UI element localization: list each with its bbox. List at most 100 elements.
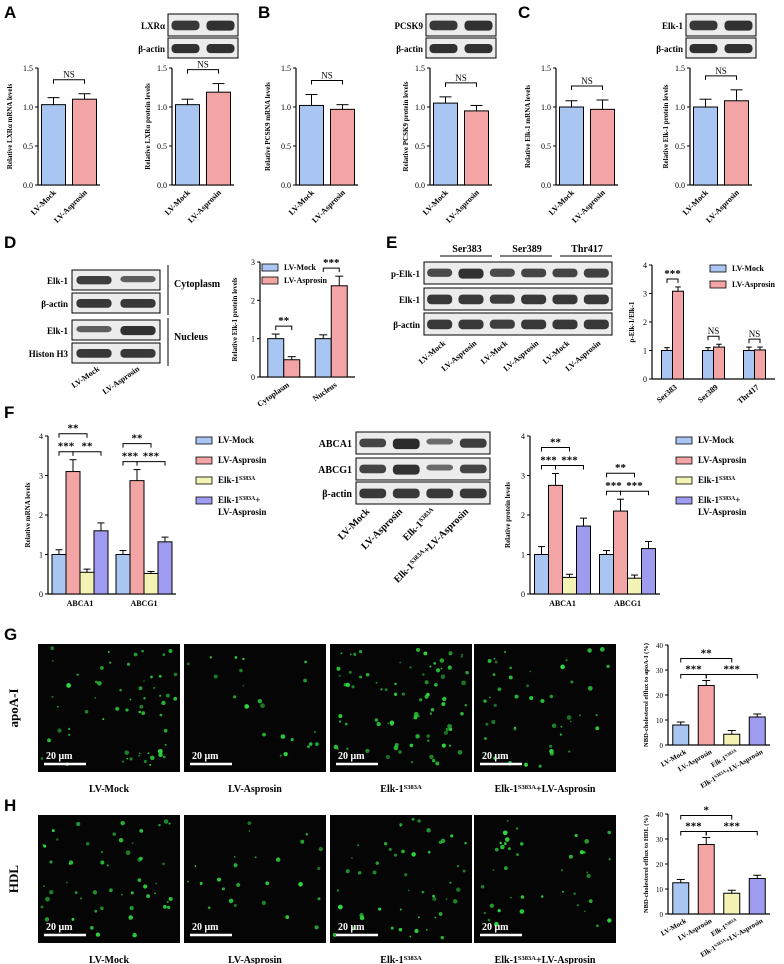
blot-band <box>429 20 458 31</box>
x-tick-label: LV-Mock <box>421 188 450 217</box>
fluorescent-spot <box>411 852 416 857</box>
bar <box>129 480 145 595</box>
fluorescent-spot <box>138 710 142 714</box>
fluorescent-spot <box>45 896 50 902</box>
fluorescent-spot <box>121 760 125 763</box>
fluorescent-spot <box>337 904 343 910</box>
y-axis-label: Relative Elk-1 protein levels <box>662 84 670 168</box>
fluorescent-spot <box>569 720 572 723</box>
fluorescent-spot <box>137 878 142 882</box>
blot-band <box>76 349 112 358</box>
fluorescent-spot <box>587 685 593 691</box>
fluorescent-spot <box>485 722 489 726</box>
fluorescent-spot <box>128 915 134 920</box>
blot-band <box>489 294 515 304</box>
legend-swatch <box>675 476 693 485</box>
fluorescent-spot <box>133 652 138 657</box>
fluorescent-spot <box>448 744 452 747</box>
fluorescent-spot <box>434 683 438 687</box>
fluorescent-spot <box>359 650 363 654</box>
y-tick-label: 1.5 <box>23 64 33 73</box>
fluorescent-spot <box>374 718 379 722</box>
blot-band <box>427 268 453 277</box>
fluorescent-spot <box>464 842 467 845</box>
blot-row <box>355 457 491 481</box>
legend-label: LV-Mock <box>732 264 765 273</box>
fluorescent-spot <box>173 696 178 701</box>
lane-label: LV-Mock <box>479 338 510 366</box>
blot-band <box>552 268 578 278</box>
fluorescent-spot <box>120 820 125 826</box>
blot-band <box>120 349 156 358</box>
fluorescent-spot <box>445 898 448 900</box>
condition-label: LV-Mock <box>89 784 129 795</box>
significance-label: *** <box>724 664 741 676</box>
blot-band <box>120 299 156 308</box>
fluorescent-spot <box>573 892 576 895</box>
x-tick-label: LV-Asprosin <box>570 188 607 225</box>
panel-label-B: B <box>258 3 270 22</box>
fluorescent-spot <box>492 673 496 676</box>
fluorescent-spot <box>432 897 437 901</box>
blot-row-label: Elk-1 <box>662 21 684 31</box>
fluorescent-spot <box>549 749 554 754</box>
bar <box>672 882 690 915</box>
fluorescent-spot <box>351 685 355 689</box>
panel-label-F: F <box>4 403 14 422</box>
fluorescent-spot <box>596 924 599 928</box>
x-tick-label: LV-Asprosin <box>310 188 347 225</box>
significance-label: *** <box>685 664 702 676</box>
x-tick-label: LV-Mock <box>681 188 710 217</box>
y-tick-label: 1.0 <box>415 103 425 112</box>
fluorescent-spot <box>549 694 554 699</box>
y-tick-label: 3 <box>251 258 255 267</box>
phospho-site-label: Ser383 <box>452 244 481 255</box>
blot-band <box>464 20 493 31</box>
x-tick-label: Ser383 <box>655 383 679 405</box>
bar <box>672 290 684 380</box>
condition-label: LV-Asprosin <box>228 955 282 964</box>
fluorescent-spot <box>158 752 163 758</box>
x-tick-label: ABCG1 <box>614 599 641 608</box>
fluorescent-spot <box>465 670 469 675</box>
fluorescent-spot <box>357 844 360 847</box>
fluorescent-spot <box>456 887 461 892</box>
y-tick-label: 40 <box>656 811 664 819</box>
blot-band <box>521 294 547 305</box>
fluorescent-spot <box>401 692 405 696</box>
fluorescent-spot <box>162 755 166 759</box>
blot-band <box>76 276 112 285</box>
fluorescent-spot <box>457 750 463 755</box>
fluorescent-spot <box>233 903 237 908</box>
fluorescent-spot <box>49 890 54 895</box>
panel-label-H: H <box>4 796 16 815</box>
bar <box>330 108 355 186</box>
fluorescent-spot <box>442 696 447 702</box>
blot-band <box>583 294 609 305</box>
blot-row-label: ABCG1 <box>318 465 352 476</box>
fluorescent-spot <box>380 688 383 691</box>
fluorescent-spot <box>404 873 408 877</box>
fluorescent-spot <box>338 674 341 677</box>
x-tick-label: LV-Asprosin <box>704 188 741 225</box>
fluorescent-spot <box>433 662 436 665</box>
fluorescent-spot <box>129 905 134 911</box>
bar <box>613 510 628 595</box>
fluorescent-spot <box>165 693 170 698</box>
fluorescent-spot <box>559 733 562 736</box>
blot-band <box>427 319 453 330</box>
x-tick-label: ABCA1 <box>549 599 576 608</box>
legend-swatch <box>195 436 213 445</box>
legend-swatch <box>195 456 213 465</box>
legend-label: Elk-1S383A <box>218 475 256 485</box>
y-tick-label: 0.5 <box>541 142 551 151</box>
bar <box>93 530 109 595</box>
y-tick-label: 0 <box>660 742 664 750</box>
x-tick-label: LV-Asprosin <box>52 188 89 225</box>
fluorescent-spot <box>462 869 466 873</box>
y-tick-label: 0.0 <box>675 181 685 190</box>
y-tick-label: 3 <box>39 472 43 481</box>
blot-band <box>724 20 753 31</box>
significance-bracket <box>707 335 720 341</box>
